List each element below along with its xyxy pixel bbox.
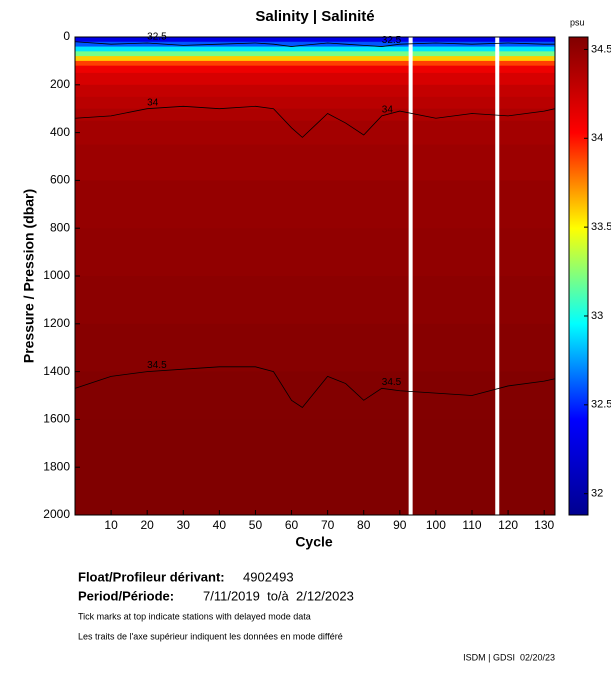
salinity-band xyxy=(75,60,555,67)
x-tick-label: 60 xyxy=(285,518,299,532)
salinity-band xyxy=(75,37,555,43)
note-en: Tick marks at top indicate stations with… xyxy=(78,611,311,621)
colorbar-tick-label: 34.5 xyxy=(591,43,611,55)
y-tick-label: 600 xyxy=(50,173,70,187)
missing-cycle xyxy=(495,37,500,515)
colorbar-unit: psu xyxy=(570,17,585,27)
salinity-band xyxy=(75,65,555,74)
salinity-band xyxy=(75,144,555,181)
salinity-band xyxy=(75,419,555,468)
x-tick-label: 80 xyxy=(357,518,371,532)
contour-label: 34 xyxy=(382,105,394,116)
salinity-band xyxy=(75,84,555,98)
contour-label: 32.5 xyxy=(382,35,402,46)
x-tick-label: 40 xyxy=(213,518,227,532)
salinity-band xyxy=(75,276,555,325)
salinity-band xyxy=(75,108,555,122)
x-tick-label: 10 xyxy=(104,518,118,532)
salinity-band xyxy=(75,228,555,277)
y-axis-label: Pressure / Pression (dbar) xyxy=(21,189,37,363)
salinity-band xyxy=(75,467,555,516)
float-label: Float/Profileur dérivant: xyxy=(78,569,225,584)
chart-title: Salinity | Salinité xyxy=(255,8,374,25)
y-tick-label: 1200 xyxy=(43,316,70,330)
note-fr: Les traits de l'axe supérieur indiquent … xyxy=(78,631,343,641)
x-tick-label: 90 xyxy=(393,518,407,532)
y-tick-label: 1400 xyxy=(43,364,70,378)
salinity-band xyxy=(75,323,555,373)
salinity-band xyxy=(75,120,555,146)
salinity-band xyxy=(75,180,555,229)
y-tick-label: 200 xyxy=(50,77,70,91)
x-tick-label: 110 xyxy=(462,518,481,532)
colorbar-tick-label: 32 xyxy=(591,488,603,500)
salinity-band xyxy=(75,46,555,52)
y-tick-label: 0 xyxy=(63,29,70,43)
period: 7/11/2019 to/à 2/12/2023 xyxy=(203,588,354,603)
y-tick-label: 800 xyxy=(50,220,70,234)
contour-line xyxy=(74,366,556,408)
salinity-band xyxy=(75,56,555,62)
salinity-band xyxy=(75,371,555,420)
period-label: Period/Période: xyxy=(78,588,174,603)
x-tick-label: 130 xyxy=(534,518,554,532)
x-tick-label: 50 xyxy=(249,518,263,532)
salinity-band xyxy=(75,72,555,86)
contour-label: 34.5 xyxy=(382,377,402,388)
x-axis-label: Cycle xyxy=(295,534,333,550)
float-id: 4902493 xyxy=(243,569,294,584)
y-tick-label: 1800 xyxy=(43,459,70,473)
x-tick-label: 30 xyxy=(177,518,191,532)
x-tick-label: 100 xyxy=(426,518,446,532)
colorbar-tick-label: 32.5 xyxy=(591,399,611,411)
y-tick-label: 1000 xyxy=(43,268,70,282)
y-tick-label: 400 xyxy=(50,125,70,139)
stamp: ISDM | GDSI 02/20/23 xyxy=(463,652,555,662)
missing-cycle xyxy=(408,37,413,515)
colorbar-tick-label: 34 xyxy=(591,132,603,144)
contour-label: 34.5 xyxy=(147,360,167,371)
x-tick-label: 20 xyxy=(141,518,155,532)
y-tick-label: 1600 xyxy=(43,412,70,426)
colorbar xyxy=(568,36,589,516)
contour-label: 34 xyxy=(147,97,159,108)
x-tick-label: 120 xyxy=(498,518,518,532)
contour-line xyxy=(74,41,555,47)
colorbar-tick-label: 33.5 xyxy=(591,221,611,233)
salinity-band xyxy=(75,96,555,110)
salinity-band xyxy=(75,51,555,57)
x-tick-label: 70 xyxy=(321,518,335,532)
y-tick-label: 2000 xyxy=(43,507,70,521)
colorbar-tick-label: 33 xyxy=(591,310,603,322)
contour-line xyxy=(74,105,556,138)
